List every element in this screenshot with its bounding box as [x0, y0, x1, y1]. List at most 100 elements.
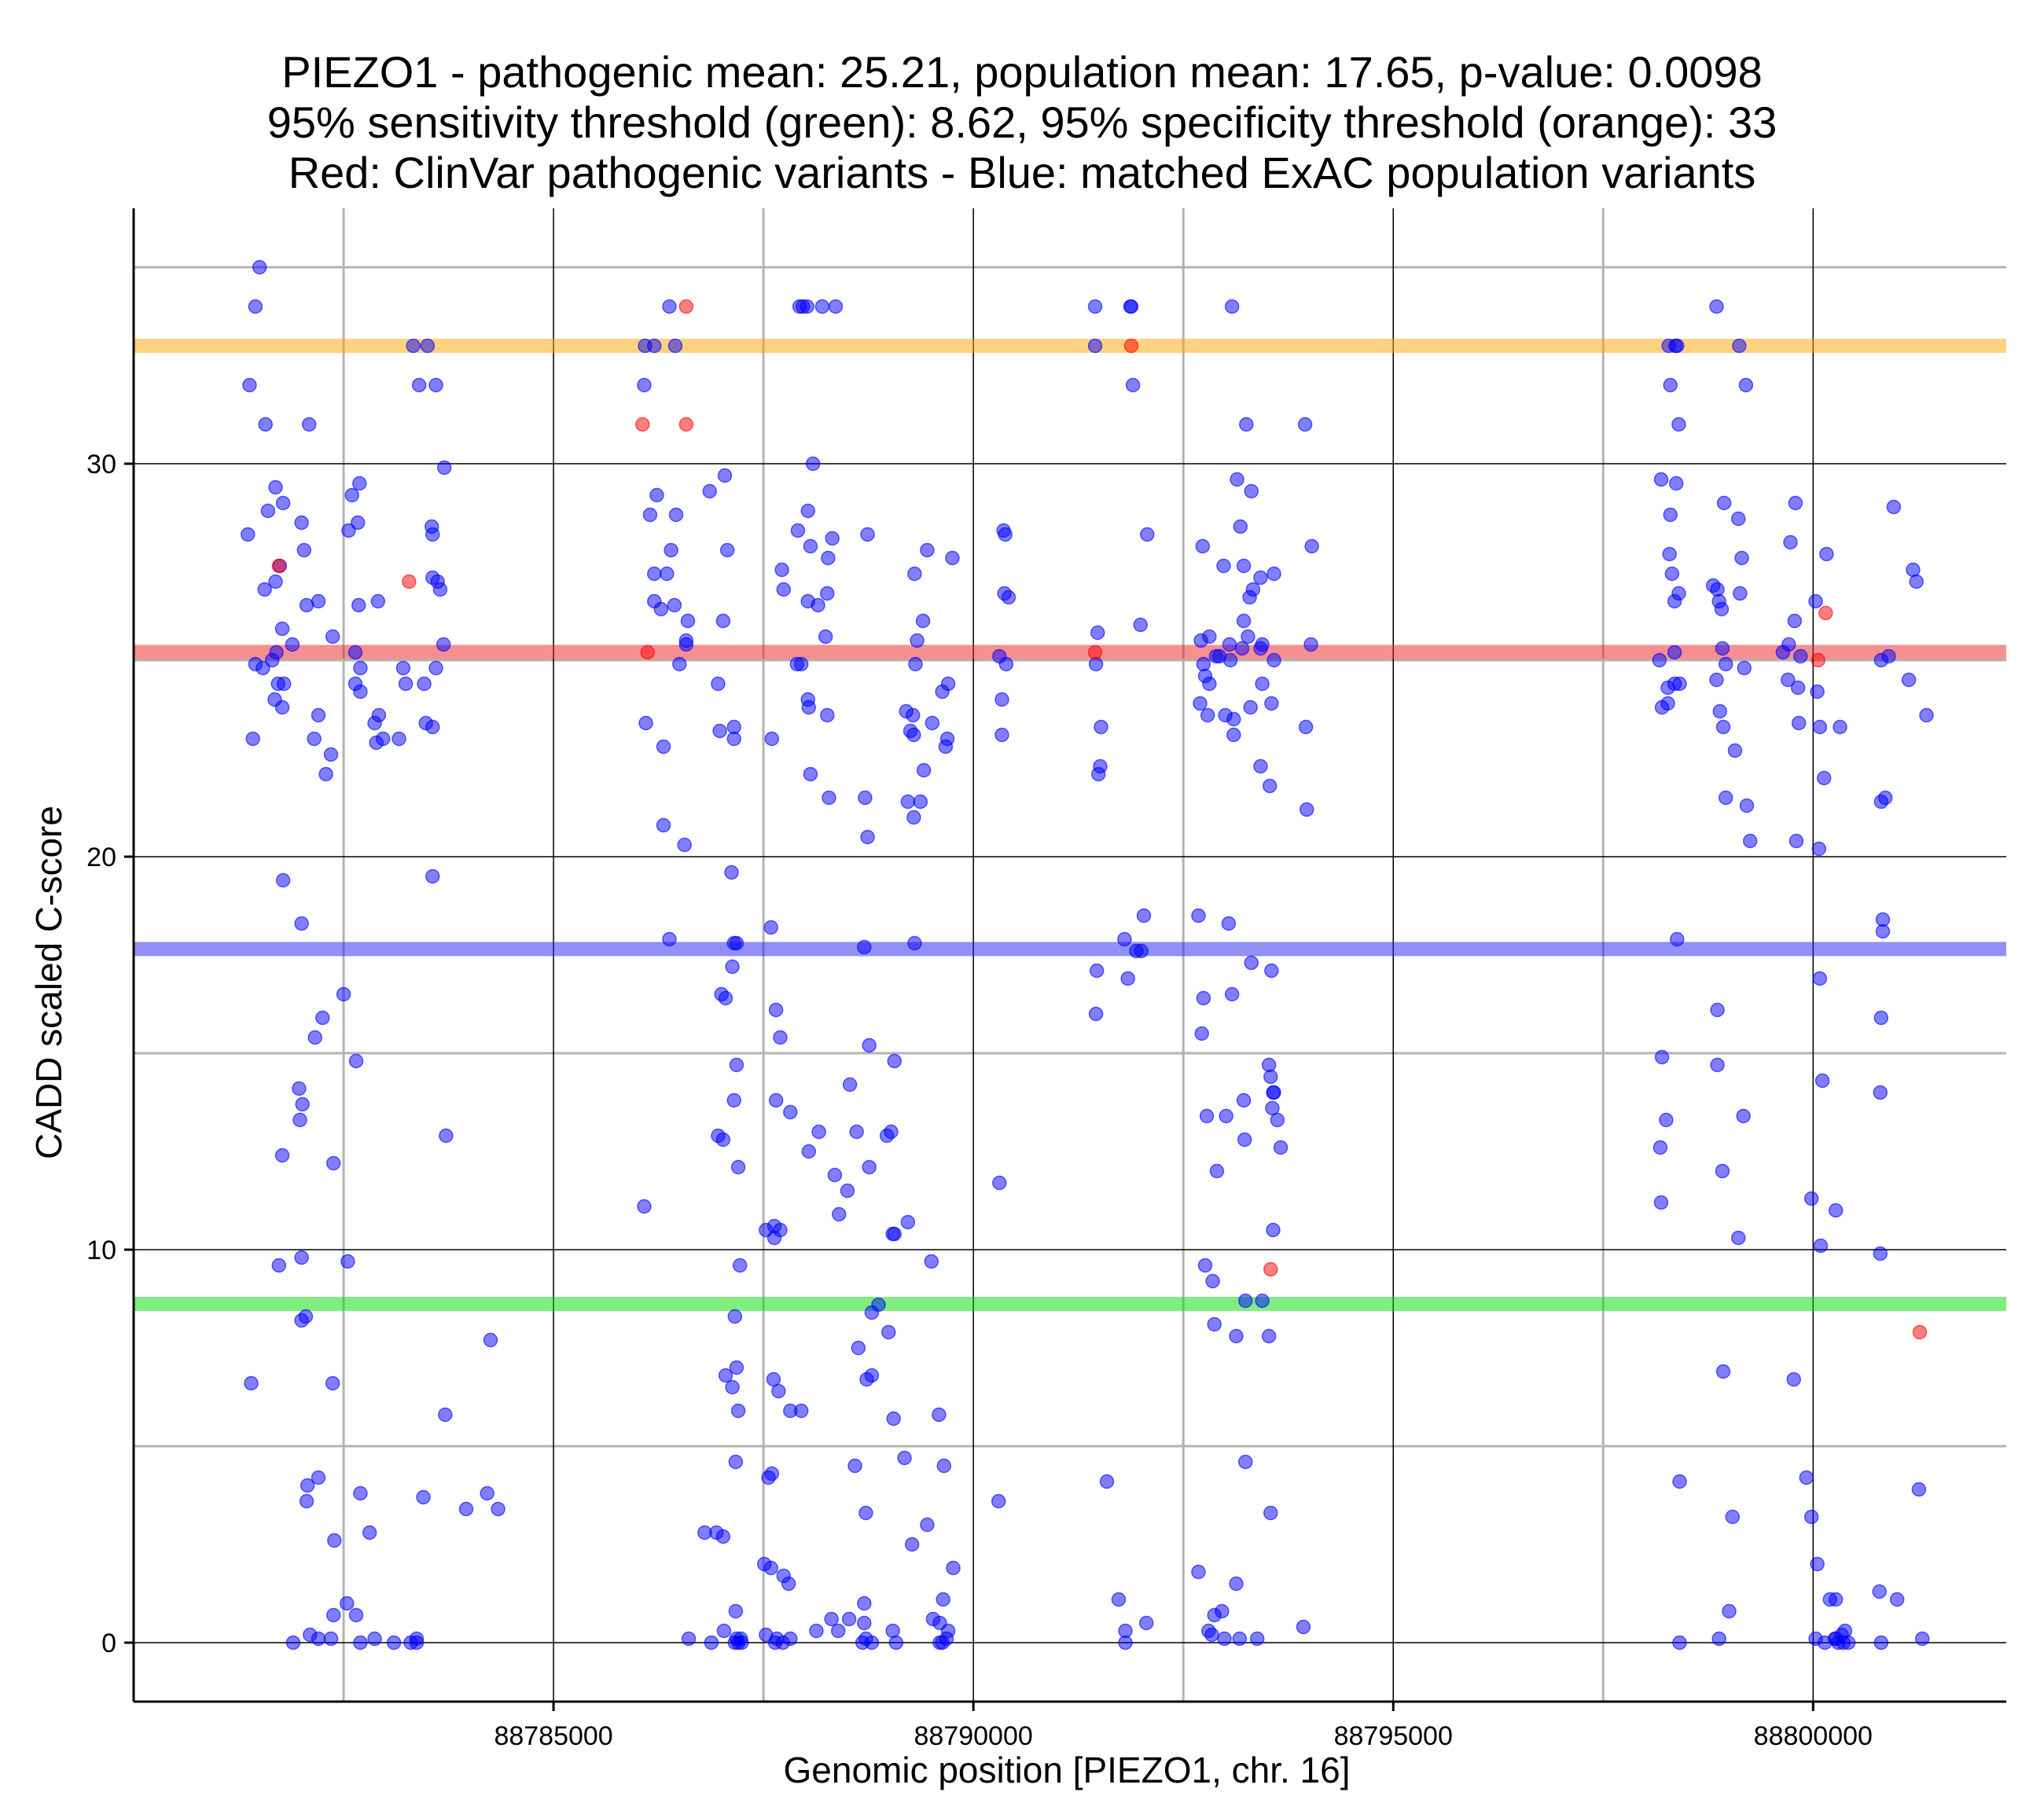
data-point	[428, 660, 443, 676]
data-point	[1273, 1140, 1289, 1155]
grid-layer	[134, 208, 2006, 1702]
data-point	[1088, 1006, 1104, 1022]
data-point	[637, 1199, 652, 1214]
data-point	[900, 794, 916, 810]
data-point	[483, 1332, 498, 1348]
data-point	[264, 652, 280, 668]
data-point	[1140, 527, 1155, 542]
data-point	[1736, 1108, 1751, 1124]
data-point	[842, 1077, 858, 1092]
data-point	[1204, 1627, 1219, 1643]
data-point	[888, 1635, 904, 1651]
data-point	[1236, 558, 1252, 574]
data-point	[680, 613, 696, 629]
data-point	[803, 766, 818, 782]
data-point	[271, 558, 287, 574]
data-point	[994, 727, 1009, 743]
data-point	[881, 1324, 896, 1340]
data-point	[726, 731, 741, 747]
data-point	[724, 865, 739, 880]
data-point	[1812, 719, 1828, 735]
data-point	[307, 1030, 322, 1045]
data-point	[1264, 963, 1279, 979]
data-point	[1667, 338, 1683, 354]
data-point	[1711, 1631, 1726, 1647]
data-point	[1205, 1273, 1220, 1289]
data-point	[1787, 613, 1803, 629]
data-point	[1230, 472, 1244, 487]
data-point	[1715, 1364, 1731, 1379]
data-point	[1226, 711, 1241, 727]
data-point	[353, 684, 368, 700]
data-point	[1244, 955, 1259, 971]
y-tick-label: 20	[86, 843, 116, 872]
data-point	[436, 460, 452, 476]
data-point	[767, 1635, 783, 1651]
y-tick-label: 10	[86, 1236, 116, 1265]
data-point	[1209, 1163, 1225, 1179]
data-point	[916, 762, 932, 778]
data-point	[1653, 472, 1669, 487]
data-point	[660, 566, 675, 582]
data-point	[1226, 727, 1241, 743]
data-point	[292, 1081, 307, 1096]
data-point	[1667, 644, 1682, 660]
data-point	[1264, 696, 1279, 711]
x-tick-label: 88790000	[914, 1721, 1033, 1751]
data-point	[300, 1478, 315, 1493]
data-point	[1828, 1592, 1844, 1607]
data-point	[1791, 715, 1807, 731]
x-tick-label: 88800000	[1754, 1721, 1873, 1751]
data-point	[1266, 1222, 1281, 1238]
data-point	[946, 1560, 961, 1576]
data-point	[910, 633, 925, 648]
data-point	[715, 613, 731, 629]
data-point	[1662, 546, 1677, 562]
data-point	[1236, 1092, 1252, 1108]
data-point	[350, 515, 366, 531]
data-point	[677, 837, 692, 853]
data-point	[1816, 770, 1832, 786]
data-point	[353, 1485, 368, 1501]
data-point	[245, 731, 260, 747]
data-point	[793, 1403, 809, 1419]
data-point	[725, 1379, 740, 1395]
data-point	[1099, 1474, 1115, 1489]
data-point	[1710, 582, 1725, 597]
data-point	[1196, 990, 1211, 1006]
data-point	[268, 574, 283, 589]
data-point	[1877, 790, 1893, 806]
data-point	[1742, 833, 1758, 849]
data-point	[718, 990, 733, 1006]
data-point	[1710, 1057, 1725, 1073]
data-point	[1237, 1454, 1253, 1470]
data-point	[325, 1375, 340, 1391]
data-point	[1725, 1509, 1741, 1525]
data-point	[793, 656, 809, 672]
data-point	[1134, 943, 1149, 959]
data-point	[1303, 637, 1318, 652]
data-point	[294, 1313, 309, 1328]
data-point	[766, 1230, 782, 1246]
data-point	[367, 715, 382, 731]
data-point	[800, 503, 815, 519]
data-point	[1718, 790, 1733, 806]
data-point	[637, 377, 652, 393]
data-point	[1733, 586, 1748, 601]
data-point	[908, 656, 923, 672]
data-point	[1266, 566, 1281, 582]
title-line-legend: Red: ClinVar pathogenic variants - Blue:…	[288, 148, 1756, 197]
data-point	[907, 935, 922, 951]
data-point	[1253, 758, 1268, 774]
data-point	[1241, 629, 1255, 644]
data-point	[1808, 593, 1823, 609]
data-point	[1262, 778, 1278, 794]
data-point	[1263, 1069, 1278, 1085]
data-point	[790, 523, 806, 538]
data-point	[1813, 1238, 1829, 1254]
data-point	[1255, 637, 1270, 652]
data-point	[1123, 338, 1139, 354]
data-point	[1668, 476, 1684, 491]
data-point	[719, 542, 735, 558]
data-point	[1090, 625, 1105, 641]
